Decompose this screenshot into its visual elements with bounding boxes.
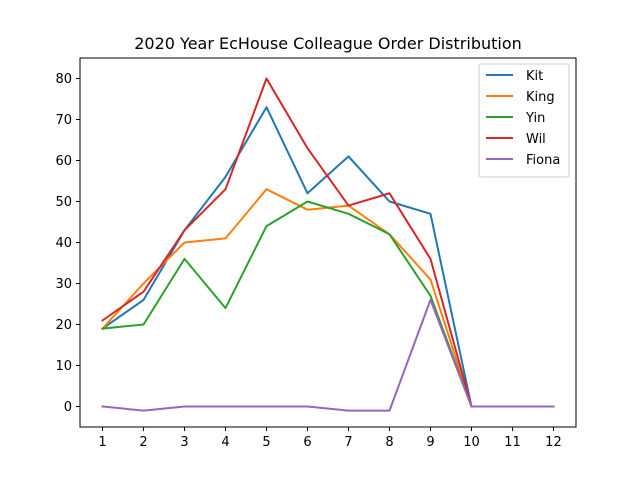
legend-label-king: King xyxy=(526,90,555,105)
y-tick-label: 50 xyxy=(55,195,72,210)
legend-label-yin: Yin xyxy=(525,111,545,126)
x-tick-label: 3 xyxy=(180,435,188,450)
x-tick-label: 10 xyxy=(463,435,480,450)
x-tick-label: 1 xyxy=(98,435,106,450)
series-line-fiona xyxy=(101,298,555,412)
y-tick-label: 60 xyxy=(55,154,72,169)
series-line-yin xyxy=(101,200,555,408)
x-tick-label: 8 xyxy=(385,435,393,450)
y-tick-label: 10 xyxy=(55,359,72,374)
y-tick-label: 0 xyxy=(64,400,72,415)
x-tick-label: 2 xyxy=(139,435,147,450)
legend-label-fiona: Fiona xyxy=(526,153,560,168)
y-tick-label: 30 xyxy=(55,277,72,292)
legend-box xyxy=(478,63,570,178)
x-tick-label: 9 xyxy=(426,435,434,450)
x-tick-label: 4 xyxy=(221,435,229,450)
x-tick-label: 6 xyxy=(303,435,311,450)
x-tick-label: 11 xyxy=(504,435,521,450)
series-layer xyxy=(101,77,555,412)
legend-label-wil: Wil xyxy=(526,132,546,147)
y-tick-label: 80 xyxy=(55,72,72,87)
x-tick-label: 5 xyxy=(262,435,270,450)
legend: Kit King Yin Wil Fiona xyxy=(478,63,570,178)
y-tick-label: 70 xyxy=(55,113,72,128)
x-tick-label: 7 xyxy=(344,435,352,450)
legend-label-kit: Kit xyxy=(526,69,543,84)
y-tick-label: 20 xyxy=(55,318,72,333)
series-line-king xyxy=(101,188,555,408)
chart-title: 2020 Year EcHouse Colleague Order Distri… xyxy=(134,34,522,53)
x-tick-label: 12 xyxy=(545,435,562,450)
y-tick-label: 40 xyxy=(55,236,72,251)
